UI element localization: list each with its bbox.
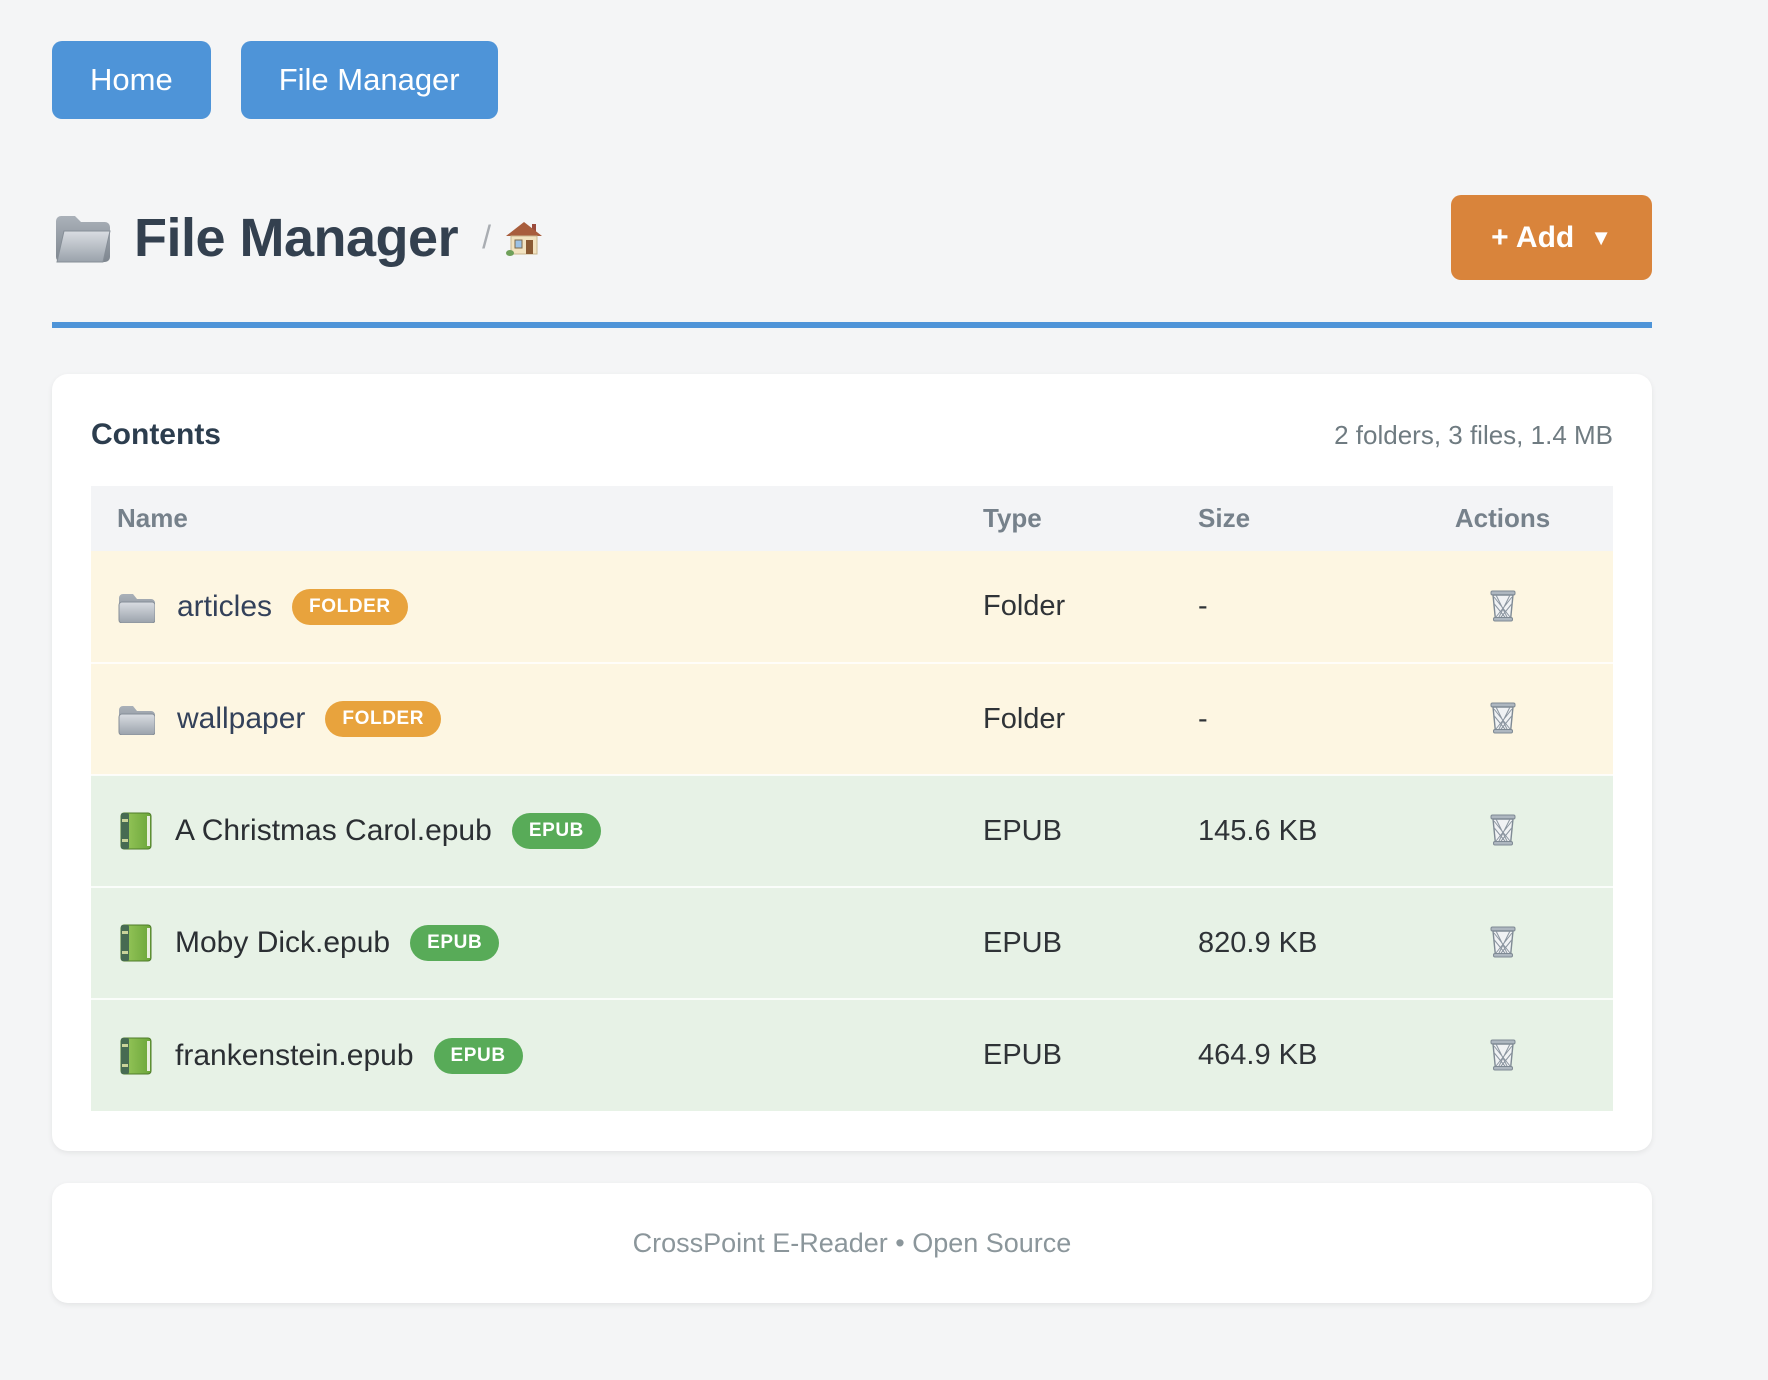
add-button-label: + Add bbox=[1491, 220, 1575, 254]
file-name[interactable]: Moby Dick.epub bbox=[175, 926, 391, 959]
size-cell: 820.9 KB bbox=[1172, 886, 1392, 999]
type-badge: EPUB bbox=[410, 925, 500, 961]
book-icon bbox=[117, 923, 153, 963]
type-badge: EPUB bbox=[511, 813, 602, 849]
delete-button[interactable] bbox=[1483, 1032, 1523, 1076]
table-row: wallpaper FOLDER Folder - bbox=[91, 662, 1613, 775]
folder-icon bbox=[117, 591, 155, 623]
type-badge: FOLDER bbox=[292, 588, 408, 625]
table-row: A Christmas Carol.epub EPUB EPUB 145.6 K… bbox=[91, 774, 1613, 887]
nav-file-manager-button[interactable]: File Manager bbox=[240, 41, 498, 119]
column-header-size: Size bbox=[1172, 486, 1392, 551]
add-button[interactable]: + Add ▼ bbox=[1451, 195, 1652, 280]
book-icon bbox=[117, 1036, 153, 1076]
footer-card: CrossPoint E-Reader • Open Source bbox=[52, 1183, 1652, 1303]
type-cell: Folder bbox=[983, 590, 1066, 622]
add-caret-icon: ▼ bbox=[1590, 224, 1612, 250]
file-name[interactable]: articles bbox=[177, 589, 273, 623]
trash-icon bbox=[1487, 590, 1519, 626]
page-container: Home File Manager File Manager / bbox=[52, 0, 1652, 1303]
heading-divider bbox=[52, 322, 1652, 328]
type-cell: EPUB bbox=[957, 998, 1172, 1111]
column-header-actions: Actions bbox=[1392, 486, 1613, 551]
column-header-name: Name bbox=[91, 486, 957, 551]
delete-button[interactable] bbox=[1483, 807, 1523, 851]
size-cell: - bbox=[1198, 590, 1208, 622]
page-header: File Manager / + Add ▼ bbox=[52, 195, 1652, 280]
table-row: frankenstein.epub EPUB EPUB 464.9 KB bbox=[91, 998, 1613, 1111]
column-header-type: Type bbox=[957, 486, 1172, 551]
top-nav: Home File Manager bbox=[52, 0, 1652, 119]
delete-button[interactable] bbox=[1483, 919, 1523, 963]
delete-button[interactable] bbox=[1483, 695, 1523, 739]
trash-icon bbox=[1487, 702, 1519, 738]
contents-card: Contents 2 folders, 3 files, 1.4 MB Name… bbox=[52, 374, 1652, 1151]
table-row: articles FOLDER Folder - bbox=[91, 551, 1613, 663]
page-title: File Manager bbox=[134, 207, 459, 268]
open-folder-icon bbox=[52, 211, 114, 265]
file-name[interactable]: A Christmas Carol.epub bbox=[175, 814, 492, 847]
contents-card-header: Contents 2 folders, 3 files, 1.4 MB bbox=[91, 418, 1613, 452]
trash-icon bbox=[1487, 926, 1519, 962]
table-body: articles FOLDER Folder - bbox=[91, 551, 1613, 1111]
book-icon bbox=[117, 811, 153, 851]
contents-title: Contents bbox=[91, 418, 221, 451]
delete-button[interactable] bbox=[1483, 583, 1523, 627]
table-header-row: Name Type Size Actions bbox=[91, 486, 1613, 551]
file-name[interactable]: frankenstein.epub bbox=[175, 1038, 414, 1072]
nav-home-button[interactable]: Home bbox=[52, 41, 211, 119]
type-cell: Folder bbox=[957, 662, 1172, 775]
breadcrumb-separator: / bbox=[482, 219, 491, 255]
type-cell: EPUB bbox=[957, 886, 1172, 999]
size-cell: 464.9 KB bbox=[1172, 998, 1392, 1111]
trash-icon bbox=[1487, 814, 1519, 850]
folder-icon bbox=[117, 703, 155, 735]
file-table: Name Type Size Actions bbox=[91, 486, 1613, 1111]
trash-icon bbox=[1487, 1039, 1519, 1075]
size-cell: 145.6 KB bbox=[1172, 774, 1392, 887]
home-breadcrumb-icon[interactable] bbox=[505, 220, 543, 256]
page-title-group: File Manager / bbox=[52, 207, 543, 269]
size-cell: - bbox=[1172, 662, 1392, 775]
contents-summary: 2 folders, 3 files, 1.4 MB bbox=[1334, 419, 1613, 450]
type-badge: EPUB bbox=[433, 1037, 523, 1074]
type-badge: FOLDER bbox=[325, 701, 442, 737]
table-row: Moby Dick.epub EPUB EPUB 820.9 KB bbox=[91, 886, 1613, 999]
footer-text: CrossPoint E-Reader • Open Source bbox=[632, 1227, 1072, 1258]
type-cell: EPUB bbox=[957, 774, 1172, 887]
file-name[interactable]: wallpaper bbox=[177, 702, 306, 735]
